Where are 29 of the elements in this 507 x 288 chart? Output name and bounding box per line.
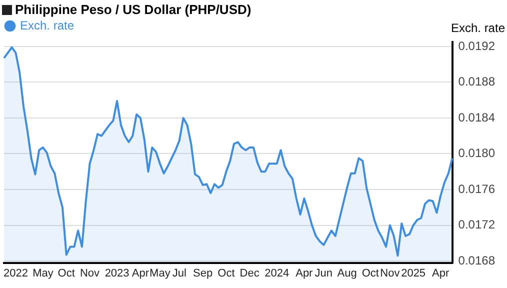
x-tick-label: 2024 [264, 267, 290, 280]
x-tick-label: Aug [337, 267, 357, 280]
legend-label: Exch. rate [20, 18, 74, 32]
chart-title: Philippine Peso / US Dollar (PHP/USD) [15, 2, 252, 17]
x-tick-label: May [32, 267, 54, 280]
y-axis-title: Exch. rate [450, 21, 505, 35]
y-tick-label: 0.0192 [458, 38, 496, 53]
x-tick-label: Oct [218, 267, 235, 280]
x-tick-label: Sep [193, 267, 213, 280]
x-tick-label: Jun [314, 267, 333, 280]
x-tick-label: 2023 [104, 267, 130, 280]
x-tick-label: Oct [362, 267, 379, 280]
y-tick-label: 0.0172 [458, 218, 496, 232]
x-tick-label: Nov [380, 267, 400, 280]
x-tick-label: Jul [172, 267, 186, 280]
x-tick-label: Apr [132, 267, 150, 280]
x-tick-label: Apr [296, 267, 314, 280]
y-tick-label: 0.0184 [458, 110, 496, 124]
x-tick-label: Nov [80, 267, 100, 280]
x-tick-label: 2022 [3, 267, 28, 280]
x-tick-label: 2025 [401, 267, 426, 280]
y-tick-label: 0.0188 [458, 74, 496, 89]
y-tick-label: 0.0180 [458, 146, 496, 160]
x-tick-label: Oct [58, 267, 75, 280]
y-tick-label: 0.0168 [458, 253, 496, 268]
y-tick-label: 0.0176 [458, 182, 496, 196]
x-tick-label: May [150, 267, 171, 280]
x-tick-label: Dec [240, 267, 260, 280]
x-tick-label: Apr [432, 267, 450, 280]
